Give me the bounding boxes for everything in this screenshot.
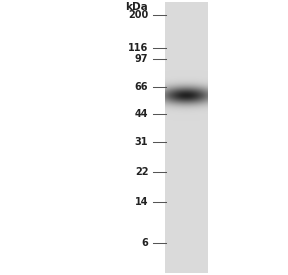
Text: 116: 116 xyxy=(128,43,148,53)
Text: 200: 200 xyxy=(128,10,148,20)
Text: 14: 14 xyxy=(135,197,148,207)
Text: 66: 66 xyxy=(135,82,148,92)
Text: kDa: kDa xyxy=(126,2,148,12)
Text: 97: 97 xyxy=(135,54,148,64)
Text: 31: 31 xyxy=(135,137,148,147)
Text: 44: 44 xyxy=(135,109,148,119)
Text: 6: 6 xyxy=(142,238,148,248)
Text: 22: 22 xyxy=(135,167,148,177)
